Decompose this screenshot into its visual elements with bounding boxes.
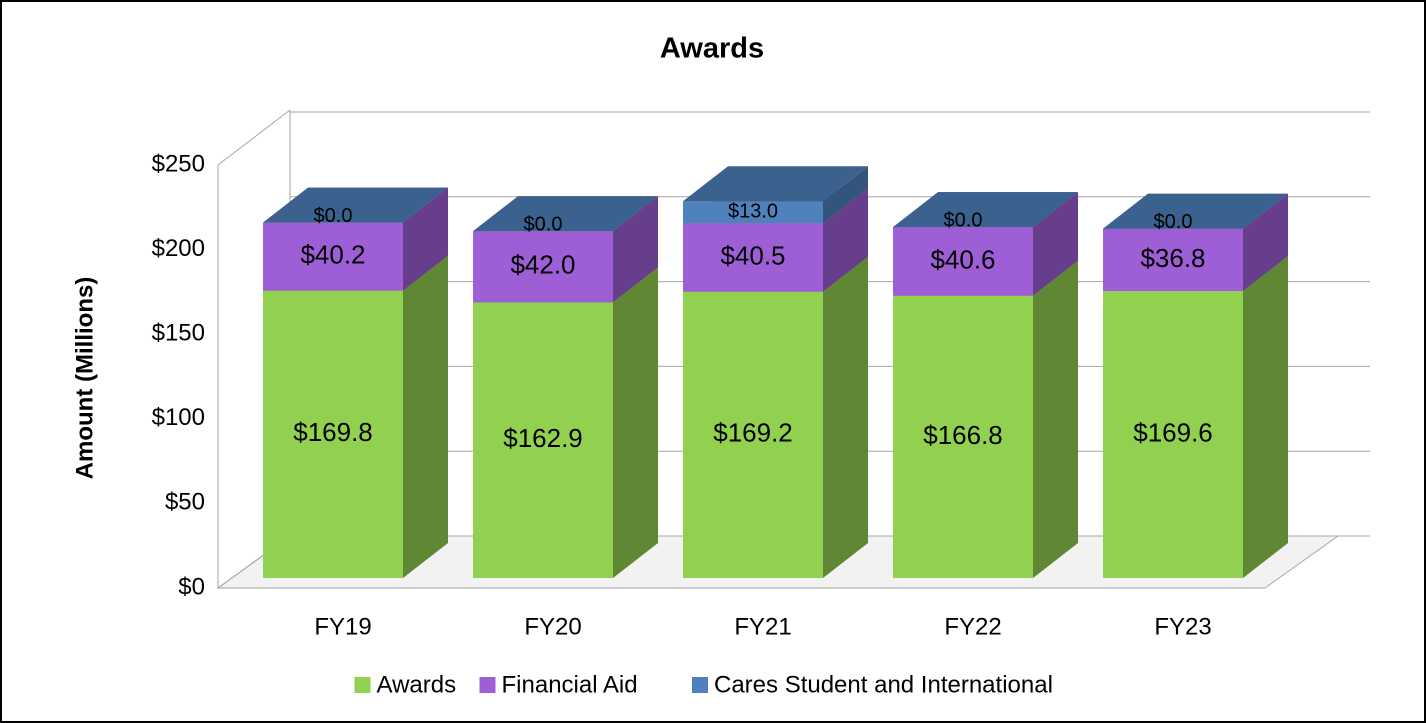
bar-side	[823, 166, 868, 224]
bar-segment	[683, 223, 823, 292]
bar-top	[893, 192, 1078, 228]
y-tick-label: $250	[152, 150, 205, 177]
bar-segment	[263, 290, 403, 578]
data-label: $42.0	[510, 250, 575, 280]
bar-side	[823, 256, 868, 578]
bar-side	[823, 188, 868, 292]
bar-top	[473, 196, 658, 232]
data-label: $40.2	[300, 240, 365, 270]
legend-label: Awards	[377, 671, 457, 698]
legend-label: Financial Aid	[502, 671, 638, 698]
y-axis-label: Amount (Millions)	[71, 277, 98, 480]
legend-swatch	[354, 677, 371, 693]
bar-segment	[683, 291, 823, 578]
data-label: $0.0	[1154, 211, 1193, 233]
data-label: $169.8	[293, 417, 373, 447]
bar-segment	[893, 227, 1033, 296]
data-label: $166.8	[923, 420, 1003, 450]
bar-side	[1243, 193, 1288, 292]
legend-swatch	[692, 677, 708, 693]
x-tick-label: FY19	[314, 613, 371, 640]
data-label: $36.8	[1140, 243, 1205, 273]
data-label: $40.5	[720, 240, 785, 270]
bar-side	[403, 255, 448, 578]
bar-side	[1243, 256, 1288, 578]
y-tick-label: $200	[152, 235, 205, 262]
data-label: $162.9	[503, 423, 583, 453]
bar-segment	[893, 295, 1033, 578]
bar-side	[613, 196, 658, 303]
bar-side	[1033, 260, 1078, 578]
data-label: $13.0	[728, 200, 778, 222]
data-label: $169.2	[713, 418, 793, 448]
data-label: $40.6	[930, 244, 995, 274]
x-tick-label: FY20	[524, 613, 581, 640]
wall-edge	[217, 109, 291, 166]
bar-top	[1103, 193, 1288, 229]
bar-top	[263, 187, 448, 223]
bar-segment	[473, 231, 613, 303]
bar-side	[1033, 192, 1078, 296]
data-label: $0.0	[524, 214, 563, 236]
x-tick-label: FY22	[944, 613, 1001, 640]
y-tick-label: $50	[165, 489, 205, 516]
bar-side	[613, 267, 658, 578]
chart-title: Awards	[660, 33, 764, 65]
x-tick-label: FY23	[1154, 613, 1211, 640]
bar-segment	[683, 201, 823, 224]
bar-top	[683, 166, 868, 202]
bar-side	[403, 187, 448, 291]
legend-label: Cares Student and International	[714, 671, 1053, 698]
bar-segment	[263, 222, 403, 291]
y-tick-label: $100	[152, 404, 205, 431]
bar-segment	[473, 302, 613, 578]
bar-segment	[1103, 291, 1243, 578]
data-label: $0.0	[944, 209, 983, 231]
y-tick-label: $150	[152, 320, 205, 347]
data-label: $169.6	[1133, 417, 1213, 447]
data-label: $0.0	[314, 205, 353, 227]
y-tick-label: $0	[178, 573, 205, 600]
x-tick-label: FY21	[734, 613, 791, 640]
bar-segment	[1103, 228, 1243, 292]
legend-swatch	[479, 677, 496, 693]
